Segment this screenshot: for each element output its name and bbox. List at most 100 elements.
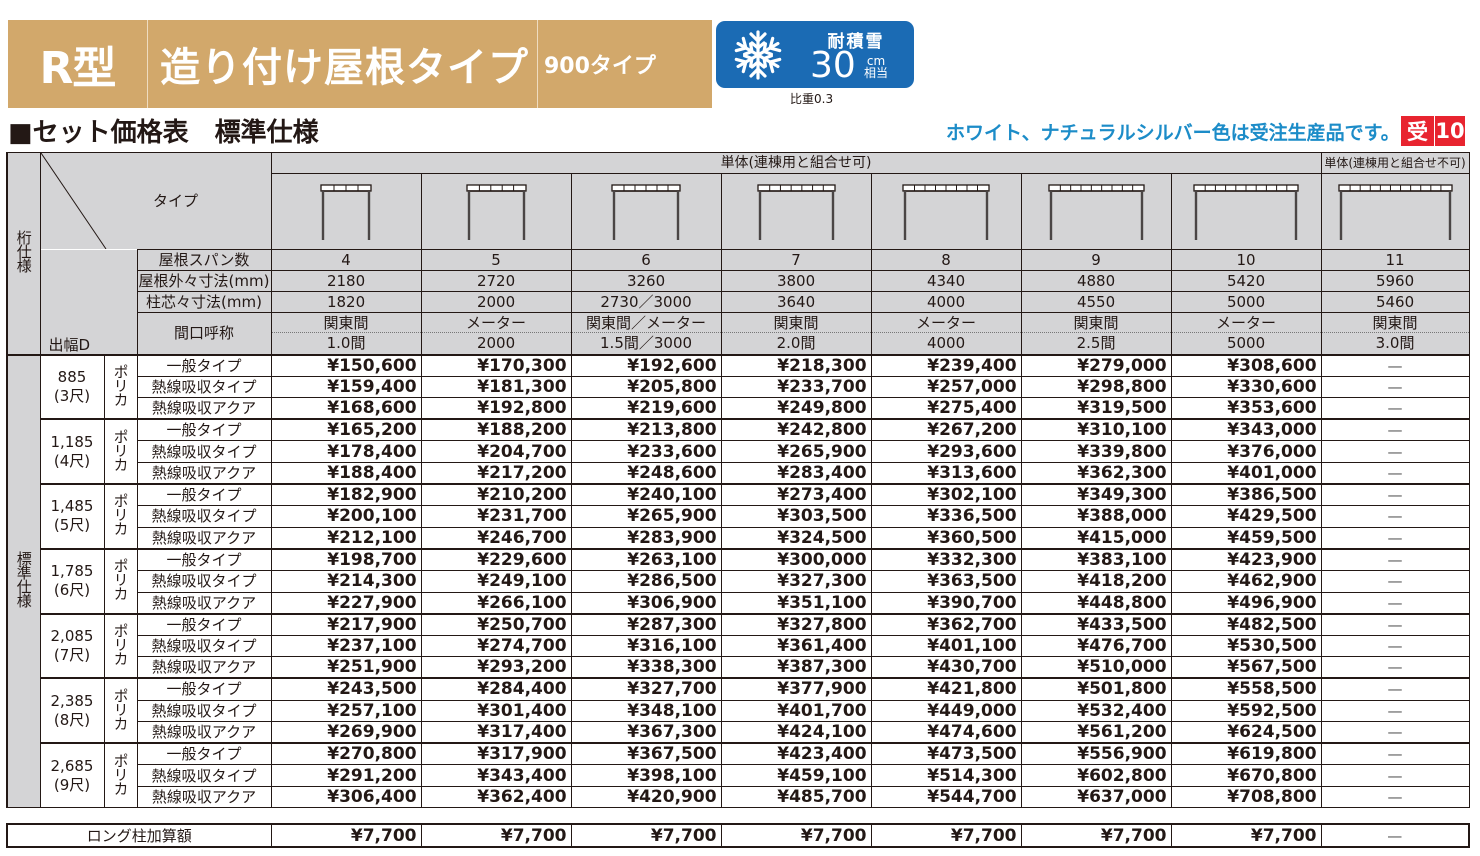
material-label: ポリカ xyxy=(111,687,130,730)
long-post-label: ロング柱加算額 xyxy=(6,823,272,848)
price-cell: ¥188,200 xyxy=(420,418,572,442)
table-row: 熱線吸収アクア ¥188,400 ¥217,200 ¥248,600 ¥283,400 ¥… xyxy=(7,461,1470,485)
frontage-top: 関東間／メーター xyxy=(572,314,721,334)
price-cell: ¥386,500 xyxy=(1170,483,1322,507)
price-cell: ¥361,400 xyxy=(720,634,872,658)
material-label: ポリカ xyxy=(111,493,130,536)
price-cell: ¥362,700 xyxy=(870,612,1022,636)
material-label: ポリカ xyxy=(111,558,130,601)
price-cell: ¥182,900 xyxy=(270,483,422,507)
price-cell: ¥303,500 xyxy=(720,505,872,528)
table-row: 熱線吸収タイプ ¥178,400 ¥204,700 ¥233,600 ¥265,900 ¥… xyxy=(7,440,1470,463)
long-post-price: ¥7,700 xyxy=(870,823,1022,848)
price-cell: ¥429,500 xyxy=(1170,505,1322,528)
price-cell: ¥263,100 xyxy=(570,547,722,571)
depth-shaku: (6尺) xyxy=(53,581,91,600)
price-cell: ¥556,900 xyxy=(1020,742,1172,766)
price-cell: ¥418,200 xyxy=(1020,569,1172,593)
price-cell: ¥240,100 xyxy=(570,483,722,507)
price-cell: ¥214,300 xyxy=(270,569,422,593)
spec-value: 3640 xyxy=(720,291,872,313)
price-cell: ¥343,000 xyxy=(1170,418,1322,442)
price-cell: ¥231,700 xyxy=(420,505,572,528)
depth-value: 1,785 xyxy=(50,562,94,581)
price-cell: ¥283,900 xyxy=(570,526,722,550)
material-cell: ポリカ xyxy=(103,483,138,550)
depth-cell: 2,385 (8尺) xyxy=(39,677,105,744)
panel-type: 熱線吸収タイプ xyxy=(136,699,272,723)
frontage-value: 関東間 1.0間 xyxy=(270,312,422,355)
depth-value: 2,685 xyxy=(50,756,94,775)
price-cell: ¥637,000 xyxy=(1020,785,1172,809)
panel-type: 一般タイプ xyxy=(136,483,272,507)
panel-type: 熱線吸収アクア xyxy=(136,526,272,550)
table-row: 熱線吸収タイプ ¥159,400 ¥181,300 ¥205,800 ¥233,700 ¥… xyxy=(7,375,1470,399)
price-cell: ¥327,700 xyxy=(570,677,722,701)
price-cell: ¥165,200 xyxy=(270,418,422,442)
price-cell: ¥310,100 xyxy=(1020,418,1172,442)
price-cell: ¥544,700 xyxy=(870,785,1022,809)
price-cell: ¥327,800 xyxy=(720,612,872,636)
spec-value: 5460 xyxy=(1320,291,1470,313)
spec-value: 4880 xyxy=(1020,270,1172,292)
price-cell: ¥248,600 xyxy=(570,461,722,485)
side-label-bottom: 標準仕様 xyxy=(6,353,41,809)
price-cell: ¥275,400 xyxy=(870,397,1022,420)
depth-cell: 1,485 (5尺) xyxy=(39,483,105,550)
table-row: 熱線吸収タイプ ¥237,100 ¥274,700 ¥316,100 ¥361,400 ¥… xyxy=(7,634,1470,658)
price-cell: ¥313,600 xyxy=(870,461,1022,485)
order-badge-mark: 受 xyxy=(1401,116,1435,146)
price-cell: ¥353,600 xyxy=(1170,397,1322,420)
frontage-bottom: 5000 xyxy=(1226,334,1266,353)
frontage-top: メーター xyxy=(422,314,571,334)
price-cell: ¥192,800 xyxy=(420,397,572,420)
type-header: タイプ xyxy=(39,152,272,250)
spec-row-label: 屋根スパン数 xyxy=(136,249,272,271)
not-available: — xyxy=(1320,353,1470,377)
not-available: — xyxy=(1320,612,1470,636)
not-available: — xyxy=(1320,397,1470,420)
unit-cm: cm xyxy=(866,54,886,68)
price-cell: ¥485,700 xyxy=(720,785,872,809)
frontage-value: 関東間 2.5間 xyxy=(1020,312,1172,355)
price-cell: ¥592,500 xyxy=(1170,699,1322,723)
depth-shaku: (8尺) xyxy=(53,710,91,729)
spec-value: 4340 xyxy=(870,270,1022,292)
price-cell: ¥362,300 xyxy=(1020,461,1172,485)
panel-type: 一般タイプ xyxy=(136,742,272,766)
frontage-bottom: 2000 xyxy=(476,334,516,353)
price-cell: ¥293,600 xyxy=(870,440,1022,463)
price-cell: ¥482,500 xyxy=(1170,612,1322,636)
price-cell: ¥308,600 xyxy=(1170,353,1322,377)
price-cell: ¥336,500 xyxy=(870,505,1022,528)
spec-value: 2730／3000 xyxy=(570,291,722,313)
price-cell: ¥424,100 xyxy=(720,721,872,744)
price-cell: ¥306,900 xyxy=(570,591,722,615)
price-cell: ¥286,500 xyxy=(570,569,722,593)
spec-row-label: 間口呼称 xyxy=(136,312,272,355)
panel-type: 熱線吸収タイプ xyxy=(136,505,272,528)
price-cell: ¥243,500 xyxy=(270,677,422,701)
table-row: 熱線吸収アクア ¥306,400 ¥362,400 ¥420,900 ¥485,700 ¥… xyxy=(7,785,1470,809)
roof-frame-icon xyxy=(1322,182,1468,242)
table-row: 2,085 (7尺) ポリカ 一般タイプ ¥217,900 ¥250,700 ¥287,30… xyxy=(7,612,1470,679)
price-cell: ¥159,400 xyxy=(270,375,422,399)
snow-load-unit: cm 相当 xyxy=(864,55,888,79)
panel-type: 一般タイプ xyxy=(136,353,272,377)
price-cell: ¥257,000 xyxy=(870,375,1022,399)
price-cell: ¥317,400 xyxy=(420,721,572,744)
panel-type: 一般タイプ xyxy=(136,547,272,571)
price-cell: ¥249,100 xyxy=(420,569,572,593)
frontage-top: 関東間 xyxy=(722,314,871,334)
price-cell: ¥510,000 xyxy=(1020,656,1172,679)
not-available: — xyxy=(1320,785,1470,809)
price-cell: ¥219,600 xyxy=(570,397,722,420)
price-cell: ¥330,600 xyxy=(1170,375,1322,399)
frontage-bottom: 4000 xyxy=(926,334,966,353)
price-cell: ¥284,400 xyxy=(420,677,572,701)
price-cell: ¥423,900 xyxy=(1170,547,1322,571)
price-cell: ¥150,600 xyxy=(270,353,422,377)
table-row: 熱線吸収タイプ ¥257,100 ¥301,400 ¥348,100 ¥401,700 ¥… xyxy=(7,699,1470,723)
product-title: 造り付け屋根タイプ xyxy=(148,20,538,108)
roof-frame-icon xyxy=(872,182,1020,242)
